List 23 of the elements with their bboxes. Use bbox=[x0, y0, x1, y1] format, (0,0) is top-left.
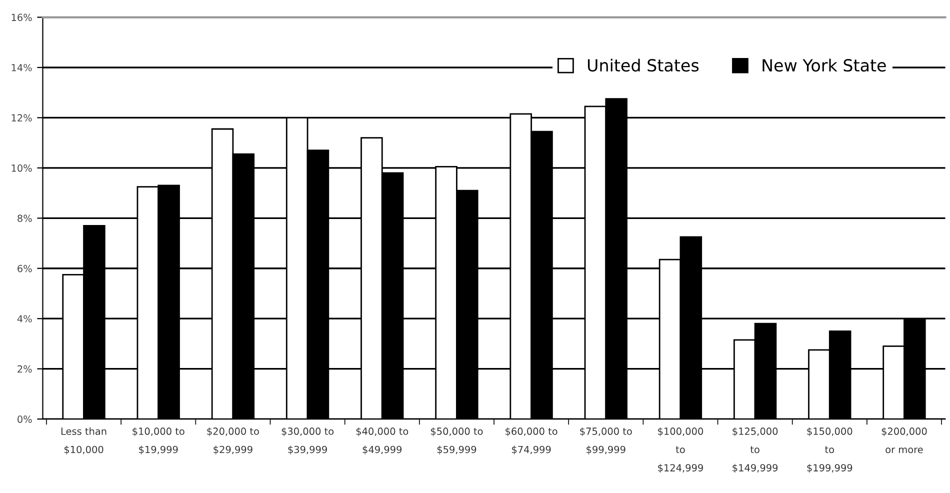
y-tick-label: 6% bbox=[18, 264, 32, 272]
x-tick-label: $100,000 to $124,999 bbox=[658, 427, 704, 473]
x-tick-label: Less than $10,000 bbox=[61, 427, 106, 454]
y-tick-label: 12% bbox=[12, 114, 32, 122]
x-tick-label: $125,000 to $149,999 bbox=[732, 427, 778, 473]
x-tick-label: $50,000 to $59,999 bbox=[430, 427, 483, 454]
x-tick-label: $200,000 or more bbox=[882, 427, 927, 454]
y-tick-label: 8% bbox=[18, 214, 32, 222]
x-tick-label: $30,000 to $39,999 bbox=[282, 427, 334, 454]
x-tick-label: $150,000 to $199,999 bbox=[807, 427, 852, 473]
legend-label: New York State bbox=[762, 58, 886, 72]
x-tick-label: $20,000 to $29,999 bbox=[207, 427, 259, 454]
x-tick-label: $10,000 to $19,999 bbox=[132, 427, 184, 454]
y-tick-label: 16% bbox=[12, 14, 32, 22]
y-tick-label: 10% bbox=[12, 164, 32, 172]
y-tick-label: 4% bbox=[17, 315, 32, 322]
x-tick-label: $60,000 to $74,999 bbox=[506, 427, 558, 454]
y-tick-label: 0% bbox=[18, 416, 32, 423]
legend-label: United States bbox=[588, 58, 699, 72]
x-tick-label: $40,000 to $49,999 bbox=[356, 427, 408, 454]
x-tick-label: $75,000 to $99,999 bbox=[580, 427, 632, 454]
y-tick-label: 2% bbox=[18, 365, 32, 373]
y-tick-label: 14% bbox=[12, 64, 32, 72]
